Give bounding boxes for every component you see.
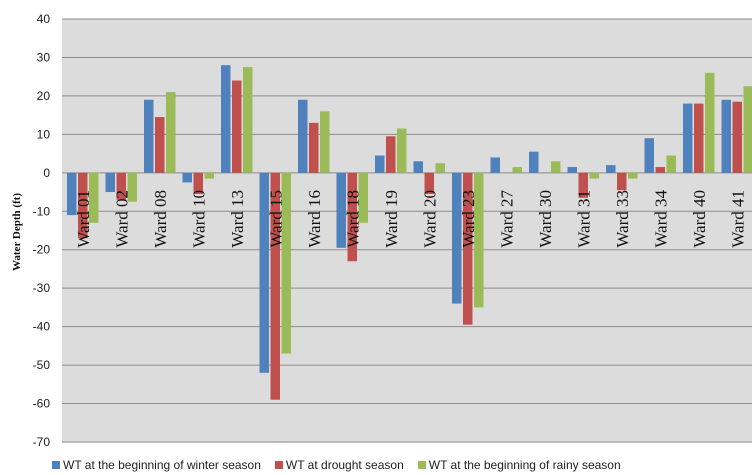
category-labels: Ward 01 Ward 02 Ward 08 Ward 10 Ward 13 Ward … bbox=[74, 190, 748, 248]
bar-series-1 bbox=[336, 172, 346, 248]
bar-series-1 bbox=[683, 103, 693, 173]
bar-series-1 bbox=[259, 172, 269, 373]
bar-series-1 bbox=[529, 151, 539, 173]
bar-series-2 bbox=[694, 103, 704, 173]
category-label: Ward 33 bbox=[613, 190, 632, 248]
y-tick-label: -20 bbox=[33, 243, 51, 257]
bar-series-1 bbox=[606, 165, 616, 173]
bar-series-1 bbox=[567, 167, 577, 173]
bar-series-3 bbox=[474, 172, 484, 308]
category-label: Ward 23 bbox=[459, 190, 478, 248]
legend: WT at the beginning of winter season WT a… bbox=[52, 458, 621, 472]
legend-item: WT at drought season bbox=[274, 458, 404, 472]
y-tick-label: 30 bbox=[37, 50, 51, 64]
category-label: Ward 30 bbox=[536, 190, 555, 248]
bar-series-2 bbox=[155, 117, 165, 173]
legend-swatch bbox=[274, 461, 283, 469]
bar-series-3 bbox=[204, 172, 214, 179]
y-tick-label: 0 bbox=[43, 166, 50, 180]
category-label: Ward 31 bbox=[574, 190, 593, 248]
category-label: Ward 34 bbox=[651, 190, 670, 248]
bar-series-3 bbox=[628, 172, 638, 179]
bar-series-2 bbox=[193, 172, 203, 194]
bar-series-1 bbox=[105, 172, 115, 193]
bar-series-1 bbox=[644, 138, 654, 173]
bar-series-1 bbox=[721, 99, 731, 173]
legend-label: WT at the beginning of rainy season bbox=[428, 458, 621, 472]
category-label: Ward 16 bbox=[305, 190, 324, 248]
legend-label: WT at the beginning of winter season bbox=[63, 458, 261, 472]
y-axis-title: Water Depth (ft) bbox=[11, 193, 23, 271]
y-tick-label: 40 bbox=[37, 12, 51, 26]
bar-series-1 bbox=[144, 99, 154, 173]
category-label: Ward 19 bbox=[382, 190, 401, 248]
bar-series-1 bbox=[375, 155, 385, 173]
bar-series-2 bbox=[578, 172, 588, 198]
bar-series-3 bbox=[551, 161, 561, 173]
y-tick-labels: 40 30 20 10 0 -10 -20 -30 -40 -50 -60 -70 bbox=[33, 12, 51, 449]
category-label: Ward 27 bbox=[497, 190, 516, 248]
bar-series-2 bbox=[232, 80, 242, 173]
category-label: Ward 41 bbox=[728, 190, 747, 248]
gridlines bbox=[62, 18, 752, 443]
bar-series-3 bbox=[320, 111, 330, 173]
y-tick-label: -50 bbox=[33, 358, 51, 372]
category-label: Ward 02 bbox=[112, 190, 131, 248]
bar-series-1 bbox=[490, 157, 500, 173]
y-tick-label: -10 bbox=[33, 204, 51, 218]
bar-series-2 bbox=[78, 172, 88, 239]
bar-series-3 bbox=[435, 163, 445, 173]
bar-series-3 bbox=[166, 92, 176, 173]
bars bbox=[67, 65, 752, 400]
category-label: Ward 10 bbox=[189, 190, 208, 248]
legend-item: WT at the beginning of winter season bbox=[52, 458, 261, 472]
bar-series-2 bbox=[270, 172, 280, 400]
bar-series-3 bbox=[666, 155, 676, 173]
category-label: Ward 01 bbox=[74, 190, 93, 248]
bar-series-1 bbox=[182, 172, 192, 183]
bar-series-3 bbox=[705, 72, 715, 173]
bar-series-2 bbox=[309, 122, 319, 173]
plot-area bbox=[62, 19, 752, 442]
legend-swatch bbox=[52, 461, 60, 469]
bar-series-3 bbox=[397, 128, 407, 173]
bar-series-2 bbox=[116, 172, 126, 200]
bar-series-3 bbox=[243, 67, 253, 173]
bar-series-1 bbox=[67, 172, 77, 216]
y-tick-label: 20 bbox=[37, 89, 51, 103]
bar-series-1 bbox=[413, 161, 423, 173]
bar-series-2 bbox=[424, 172, 434, 194]
bar-series-3 bbox=[589, 172, 599, 179]
bar-series-1 bbox=[298, 99, 308, 173]
category-label: Ward 20 bbox=[420, 190, 439, 248]
y-tick-label: 10 bbox=[37, 127, 51, 141]
bar-series-2 bbox=[655, 167, 665, 173]
category-label: Ward 15 bbox=[266, 190, 285, 248]
bar-series-1 bbox=[452, 172, 462, 304]
category-label: Ward 13 bbox=[228, 190, 247, 248]
bar-series-2 bbox=[463, 172, 473, 325]
legend-item: WT at the beginning of rainy season bbox=[417, 458, 621, 472]
y-tick-label: -60 bbox=[33, 397, 51, 411]
category-label: Ward 40 bbox=[690, 190, 709, 248]
y-tick-label: -40 bbox=[33, 320, 51, 334]
bar-series-2 bbox=[386, 136, 396, 173]
category-label: Ward 08 bbox=[151, 190, 170, 248]
bar-series-3 bbox=[358, 172, 368, 223]
y-tick-label: -30 bbox=[33, 281, 51, 295]
bar-series-3 bbox=[743, 86, 752, 173]
y-tick-label: -70 bbox=[33, 435, 51, 449]
bar-series-2 bbox=[732, 101, 742, 173]
bar-series-2 bbox=[617, 172, 627, 191]
bar-series-3 bbox=[512, 167, 522, 173]
bar-series-3 bbox=[281, 172, 291, 354]
legend-label: WT at drought season bbox=[285, 458, 404, 472]
legend-swatch bbox=[417, 461, 426, 469]
bar-series-3 bbox=[89, 172, 99, 223]
bar-series-3 bbox=[127, 172, 137, 202]
category-label: Ward 18 bbox=[343, 190, 362, 248]
bar-series-1 bbox=[221, 65, 231, 173]
bar-series-2 bbox=[347, 172, 357, 262]
